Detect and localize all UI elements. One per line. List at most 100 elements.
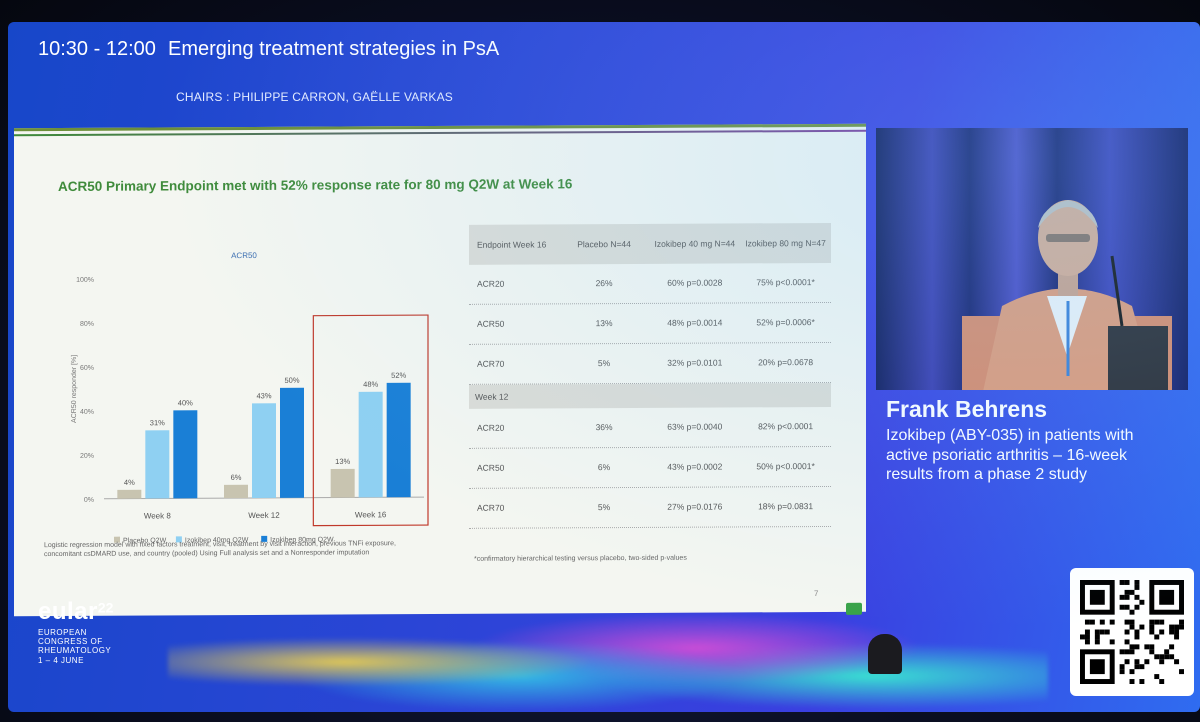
- decorative-swirl: [168, 592, 1048, 712]
- y-tick-label: 80%: [80, 321, 94, 328]
- acr50-chart: ACR50 0% 20% 40% 60% 80% 100% ACR50 responder […: [34, 217, 434, 549]
- session-title: Emerging treatment strategies in PsA: [168, 38, 500, 60]
- table-header: Endpoint Week 16 Placebo N=44 Izokibep 40 …: [469, 222, 831, 265]
- session-chairs: CHAIRS : PHILIPPE CARRON, GAËLLE VARKAS: [176, 90, 453, 104]
- legend-swatch: [114, 536, 120, 543]
- table-cell: 50% p<0.0001*: [756, 461, 815, 472]
- table-cell: ACR20: [477, 278, 505, 289]
- x-tick-label: Week 12: [248, 511, 280, 520]
- bar-data-label: 6%: [231, 473, 242, 482]
- y-tick-label: 0%: [84, 497, 94, 504]
- table-row: ACR70 5% 32% p=0.0101 20% p=0.0678: [469, 342, 831, 385]
- y-tick-label: 40%: [80, 409, 94, 416]
- y-tick-label: 20%: [80, 453, 94, 460]
- acr50-bar-chart: ACR50 0% 20% 40% 60% 80% 100% ACR50 responder […: [71, 251, 429, 545]
- speaker-figure: [962, 200, 1172, 390]
- bar: [280, 387, 304, 498]
- bar-data-label: 40%: [178, 398, 193, 407]
- congress-year: 22: [97, 599, 114, 616]
- bar: [173, 410, 198, 499]
- congress-line3: RHEUMATOLOGY: [38, 646, 112, 656]
- table-cell: 43% p=0.0002: [667, 461, 723, 472]
- table-cell: 36%: [595, 422, 613, 433]
- table-cell: 75% p<0.0001*: [756, 277, 815, 288]
- y-axis-label: ACR50 responder [%]: [71, 355, 78, 423]
- legend-swatch: [175, 536, 182, 543]
- congress-line2: CONGRESS OF: [38, 637, 103, 647]
- congress-line1: EUROPEAN: [38, 628, 87, 637]
- table-cell: 60% p=0.0028: [667, 277, 723, 288]
- legend-label: Izokibep 40mg Q2W: [185, 537, 249, 544]
- bar-data-label: 52%: [391, 371, 406, 380]
- talk-title: Izokibep (ABY-035) in patients with acti…: [886, 427, 1134, 484]
- x-axis-line: [104, 496, 424, 500]
- qr-code-icon: [1080, 580, 1184, 684]
- bar: [224, 484, 248, 499]
- bar: [117, 489, 142, 499]
- table-cell: 52% p=0.0006*: [756, 317, 815, 328]
- legend-label: Placebo Q2W: [123, 537, 167, 544]
- table-cell: 13%: [595, 318, 613, 329]
- table-row: ACR50 6% 43% p=0.0002 50% p<0.0001*: [469, 446, 831, 489]
- table-cell: 82% p<0.0001: [758, 421, 814, 432]
- slide-page-number: 7: [814, 589, 819, 599]
- session-time: 10:30 - 12:00: [38, 38, 156, 60]
- slide-footnote-methods: Logistic regression model with fixed fac…: [44, 540, 396, 559]
- speaker-video-feed: [876, 128, 1188, 390]
- table-header-cell: Placebo N=44: [577, 238, 631, 249]
- table-cell: ACR70: [477, 502, 505, 513]
- camera-icon: [846, 602, 862, 615]
- bar: [386, 382, 411, 498]
- table-row: ACR20 26% 60% p=0.0028 75% p<0.0001*: [469, 262, 831, 305]
- congress-name: eular: [38, 598, 98, 625]
- table-row: ACR20 36% 63% p=0.0040 82% p<0.0001: [469, 406, 831, 449]
- y-tick-label: 60%: [80, 365, 94, 372]
- bar: [145, 430, 170, 499]
- table-cell: 27% p=0.0176: [667, 501, 723, 512]
- table-cell: 26%: [595, 278, 613, 289]
- x-tick-label: Week 8: [144, 511, 172, 520]
- table-cell: ACR20: [477, 422, 505, 433]
- table-row: ACR70 5% 27% p=0.0176 18% p=0.0831: [469, 486, 831, 529]
- bar-data-label: 43%: [256, 391, 271, 400]
- table-cell: ACR50: [477, 462, 505, 473]
- table-cell: 20% p=0.0678: [758, 357, 814, 368]
- speaker-name: Frank Behrens: [886, 396, 1048, 422]
- table-cell: ACR70: [477, 358, 505, 369]
- table-row: ACR50 13% 48% p=0.0014 52% p=0.0006*: [469, 302, 831, 345]
- legend-label: Izokibep 80mg Q2W: [270, 537, 334, 544]
- bar-data-label: 48%: [363, 380, 378, 389]
- presentation-slide: ACR50 Primary Endpoint met with 52% resp…: [14, 123, 866, 617]
- table-header-cell: Izokibep 80 mg N=47: [745, 237, 826, 249]
- table-cell: 5%: [597, 358, 611, 369]
- congress-logo: eular22 EUROPEAN CONGRESS OF RHEUMATOLOG…: [38, 598, 113, 665]
- table-cell: 18% p=0.0831: [758, 501, 814, 512]
- highlight-box: [312, 314, 429, 527]
- bar: [330, 468, 355, 498]
- table-cell: 48% p=0.0014: [667, 317, 723, 328]
- bar: [252, 403, 276, 498]
- bar-data-label: 4%: [124, 478, 135, 487]
- bar: [358, 391, 383, 498]
- table-cell: 63% p=0.0040: [667, 421, 723, 432]
- bar-data-label: 13%: [335, 457, 350, 466]
- table-header-cell: Izokibep 40 mg N=44: [654, 238, 736, 249]
- slide-footnote-testing: *confirmatory hierarchical testing versu…: [474, 554, 687, 563]
- bar-data-label: 50%: [284, 376, 299, 385]
- table-section-week12: Week 12: [469, 382, 831, 409]
- congress-dates: 1 – 4 JUNE: [38, 655, 84, 665]
- legend-swatch: [261, 535, 268, 542]
- table-cell: 32% p=0.0101: [667, 357, 723, 368]
- qr-code: [1070, 568, 1194, 696]
- results-table: Endpoint Week 16 Placebo N=44 Izokibep 40 …: [469, 222, 831, 529]
- table-cell: ACR50: [477, 318, 505, 329]
- table-header-cell: Endpoint Week 16: [477, 239, 547, 250]
- chart-title: ACR50: [231, 251, 257, 260]
- slide-title: ACR50 Primary Endpoint met with 52% resp…: [58, 176, 573, 195]
- conference-camera: [868, 634, 902, 674]
- x-tick-label: Week 16: [355, 510, 387, 519]
- bar-data-label: 31%: [150, 418, 165, 427]
- projection-screen: 10:30 - 12:00 Emerging treatment strateg…: [8, 22, 1200, 712]
- y-tick-label: 100%: [76, 277, 94, 284]
- table-cell: 5%: [597, 502, 611, 513]
